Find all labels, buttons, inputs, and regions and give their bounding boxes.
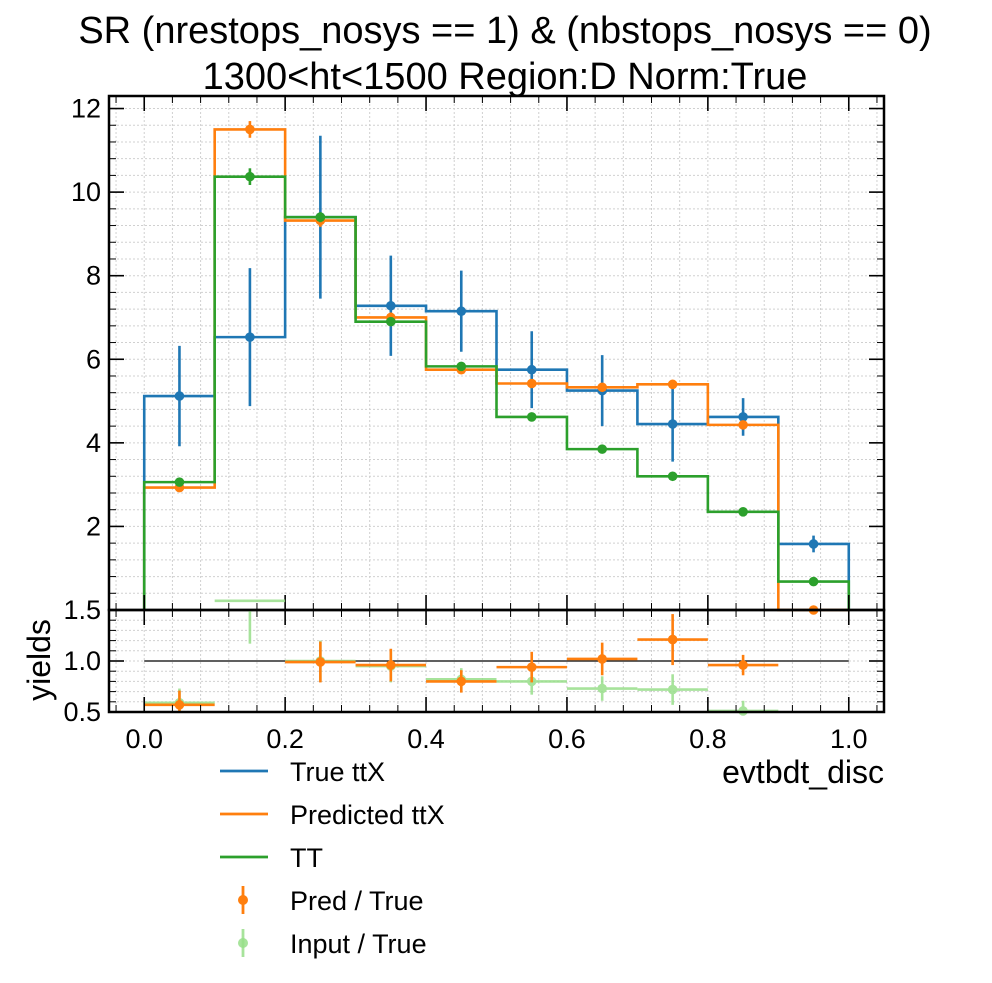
main-axes: 2 4 6 8 10 12 <box>71 94 886 612</box>
ratio-series-0 <box>144 599 779 716</box>
chart-title-line1: SR (nrestops_nosys == 1) & (nbstops_nosy… <box>78 10 931 52</box>
ratio-point <box>597 683 607 694</box>
data-point <box>597 382 607 393</box>
y-tick-label: 1.5 <box>63 595 101 625</box>
data-point <box>667 471 678 482</box>
x-tick-label: 1.0 <box>830 724 868 754</box>
y-tick-label: 10 <box>71 177 101 207</box>
data-point <box>526 412 537 422</box>
data-point <box>667 419 678 429</box>
legend-swatch-marker <box>238 938 248 948</box>
ratio-point <box>386 660 396 670</box>
y-tick-label: 4 <box>86 428 101 458</box>
ratio-point <box>597 654 607 664</box>
data-point <box>245 332 255 342</box>
ratio-axes: 0.5 1.0 1.5 0.0 0.2 0.4 0.6 0.8 1.0 <box>63 595 886 754</box>
data-point <box>386 300 396 311</box>
legend-entry: TT <box>220 843 323 873</box>
ratio-point <box>667 634 678 645</box>
data-point <box>526 378 537 389</box>
legend-label: Input / True <box>290 929 427 959</box>
data-point <box>245 171 255 182</box>
chart-title-line2: 1300<ht<1500 Region:D Norm:True <box>203 56 808 98</box>
data-point <box>174 391 185 401</box>
legend-label: TT <box>290 843 323 873</box>
data-point <box>456 361 467 372</box>
x-tick-label: 0.8 <box>689 724 727 754</box>
y-tick-label: 8 <box>86 261 101 291</box>
legend-entry: Input / True <box>238 929 427 959</box>
ratio-series-1 <box>144 614 779 712</box>
ratio-point <box>174 700 185 710</box>
data-point <box>738 420 748 430</box>
y-tick-label: 12 <box>71 94 101 124</box>
ratio-series <box>144 599 849 716</box>
data-point <box>315 212 326 222</box>
legend-entry: True ttX <box>220 757 385 787</box>
legend-swatch-marker <box>238 895 248 905</box>
data-point <box>456 306 467 317</box>
legend-label: Pred / True <box>290 886 424 916</box>
data-point <box>245 124 255 135</box>
data-point <box>667 379 678 390</box>
ratio-point <box>456 676 467 687</box>
ratio-point <box>738 660 748 670</box>
x-tick-label: 0.6 <box>548 724 586 754</box>
data-point <box>386 316 396 327</box>
data-point <box>597 444 607 454</box>
data-point <box>808 539 819 549</box>
data-point <box>738 506 748 517</box>
legend-label: Predicted ttX <box>290 800 445 830</box>
x-tick-label: 0.2 <box>266 724 304 754</box>
series-2 <box>142 168 851 610</box>
legend-entry: Predicted ttX <box>220 800 445 830</box>
x-tick-label: 0.0 <box>125 724 163 754</box>
main-series <box>142 121 851 615</box>
y-tick-label: 2 <box>86 511 101 541</box>
ratio-point <box>667 684 678 695</box>
ratio-point <box>526 662 537 672</box>
data-point <box>808 576 819 587</box>
data-point <box>174 477 185 487</box>
ratio-point <box>315 657 326 667</box>
y-tick-label: 6 <box>86 344 101 374</box>
ratio-y-axis-label: yields <box>21 619 57 701</box>
data-point <box>526 364 537 375</box>
x-axis-label: evtbdt_disc <box>722 754 884 790</box>
data-point <box>738 412 748 422</box>
y-tick-label: 1.0 <box>63 646 101 676</box>
x-tick-label: 0.4 <box>407 724 445 754</box>
legend: True ttX Predicted ttX TT Pred / True Input … <box>220 757 445 959</box>
y-tick-label: 0.5 <box>63 697 101 727</box>
legend-entry: Pred / True <box>238 886 424 916</box>
legend-label: True ttX <box>290 757 385 787</box>
